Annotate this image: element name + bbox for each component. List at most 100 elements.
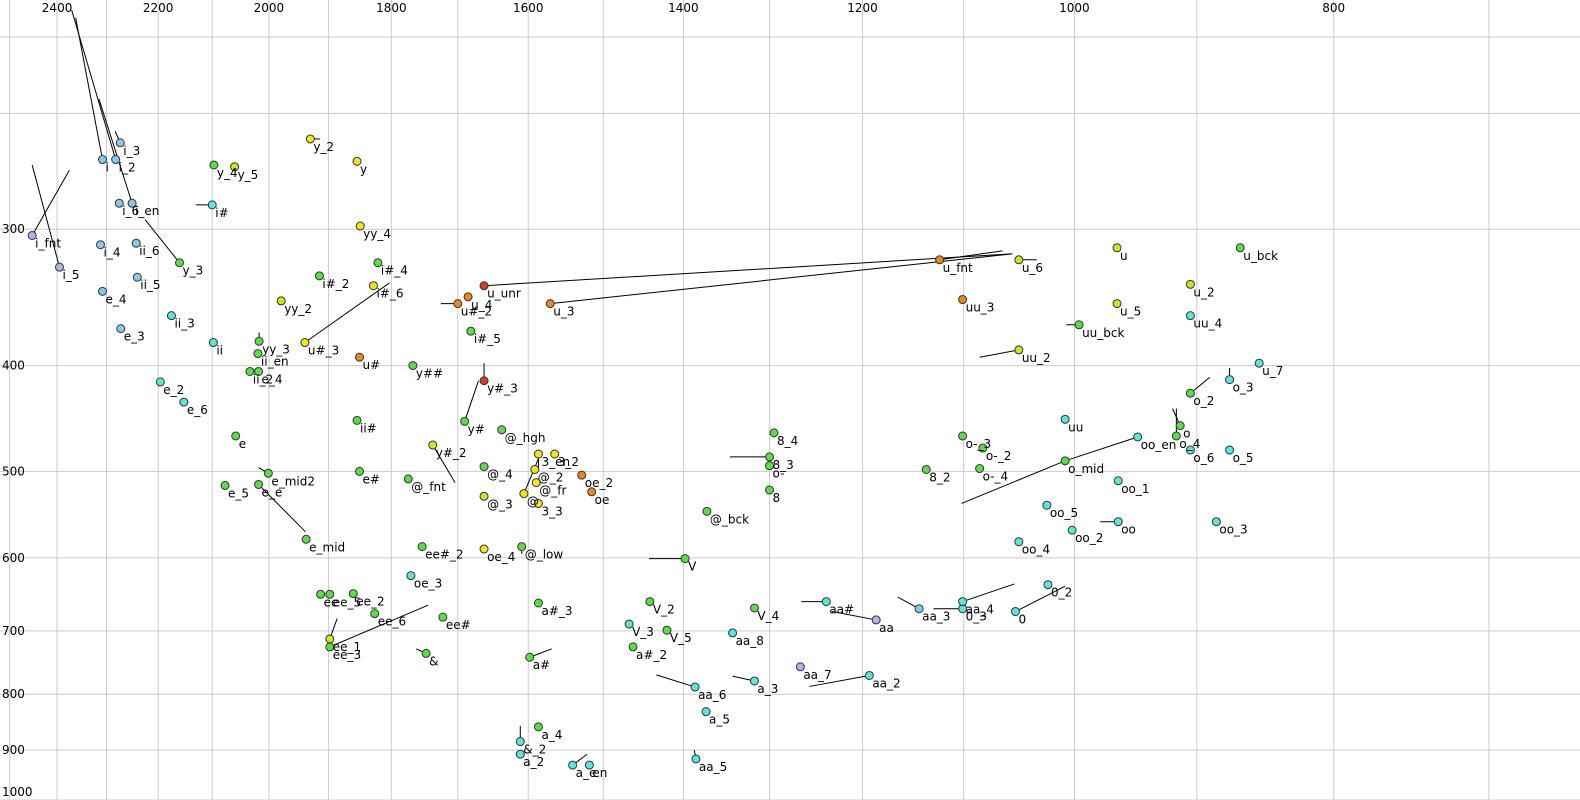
trajectory-segment [31,164,60,268]
point-label: V_4 [757,609,779,623]
data-point [1185,311,1195,321]
data-point [765,461,775,471]
data-point [1185,279,1195,289]
data-point [702,506,712,516]
trajectory-segment [961,460,1066,504]
point-label: o- [773,467,785,481]
point-label: o_mid [1068,462,1104,476]
data-point [111,155,121,165]
point-label: e [239,437,246,451]
data-point [453,299,463,309]
data-point [460,416,470,426]
point-label: 3_2 [558,455,579,469]
data-point [300,338,310,348]
trajectory-segment [656,674,696,688]
trajectory-segment [31,170,70,236]
data-point [587,487,597,497]
point-label: u#_2 [461,305,492,319]
point-label: i_3 [123,144,140,158]
data-point [230,162,240,172]
point-label: y## [416,367,443,381]
data-point [316,589,326,599]
point-label: & [429,654,438,668]
data-point [765,452,775,462]
point-label: a_e [576,766,597,780]
data-point [795,662,805,672]
data-point [545,299,555,309]
point-label: ee [324,595,339,609]
data-point [1112,299,1122,309]
point-label: a_5 [709,713,730,727]
data-point [1185,445,1195,455]
point-label: uu_2 [1022,351,1051,365]
data-point [373,258,383,268]
x-tick-label: 1800 [376,1,407,15]
trajectory-segment [75,17,103,160]
data-point [208,338,218,348]
point-label: e_6 [187,403,208,417]
data-point [254,336,264,346]
point-label: e_4 [262,372,283,386]
data-point [958,295,968,305]
data-point [428,440,438,450]
trajectory-segment [304,282,390,343]
data-point [531,478,541,488]
point-label: ii_6 [139,244,159,258]
data-point [1060,414,1070,424]
data-point [209,160,219,170]
trajectory-segment [258,484,306,533]
point-label: e_e [262,485,283,499]
y-tick-label: 700 [2,624,25,638]
point-label: aa# [829,603,854,617]
point-label: aa_7 [803,668,831,682]
data-point [355,221,365,231]
point-label: oe_3 [414,577,442,591]
point-label: a#_3 [541,604,572,618]
data-point [114,198,124,208]
point-label: yy_2 [284,302,312,316]
point-label: u_3 [553,305,574,319]
point-label: oo_1 [1121,482,1149,496]
point-label: oo_5 [1050,506,1078,520]
data-point [263,468,273,478]
data-point [1014,345,1024,355]
point-label: @_fr [539,484,566,498]
trajectory-segment [831,611,877,621]
point-label: e_3 [124,330,145,344]
point-label: a#_2 [636,648,667,662]
point-label: 0_2 [1051,586,1072,600]
x-tick-label: 1200 [847,1,878,15]
data-point [115,138,125,148]
data-point [1113,517,1123,527]
data-point [533,498,543,508]
point-label: i#_6 [376,287,403,301]
point-label: 8 [773,491,781,505]
y-tick-label: 400 [2,359,25,373]
data-point [175,258,185,268]
data-point [127,198,137,208]
data-point [680,554,690,564]
point-label: o_4 [1179,437,1200,451]
data-point [749,676,759,686]
data-point [1171,431,1181,441]
axis-ticks: 2400 2200 2000 1800 1600 1400 1200 1000 800 300 40… [2,1,1345,799]
data-point [1175,421,1185,431]
point-label: V [688,560,697,574]
trajectory-segment [98,98,133,204]
data-point [254,366,264,376]
trajectory-segment [329,604,429,648]
point-label: e_5 [228,486,249,500]
point-label: e_mid [309,540,345,554]
data-point [207,200,217,210]
point-label: uu_4 [1193,317,1222,331]
data-point [690,682,700,692]
trajectory-segment [144,219,180,264]
point-label: u_4 [471,298,492,312]
data-point [54,262,64,272]
x-tick-label: 1000 [1059,1,1090,15]
point-label: @_3 [487,497,513,511]
point-label: u# [363,358,381,372]
point-label: oo_2 [1075,531,1103,545]
data-point [728,628,738,638]
point-label: 0_3 [966,610,987,624]
